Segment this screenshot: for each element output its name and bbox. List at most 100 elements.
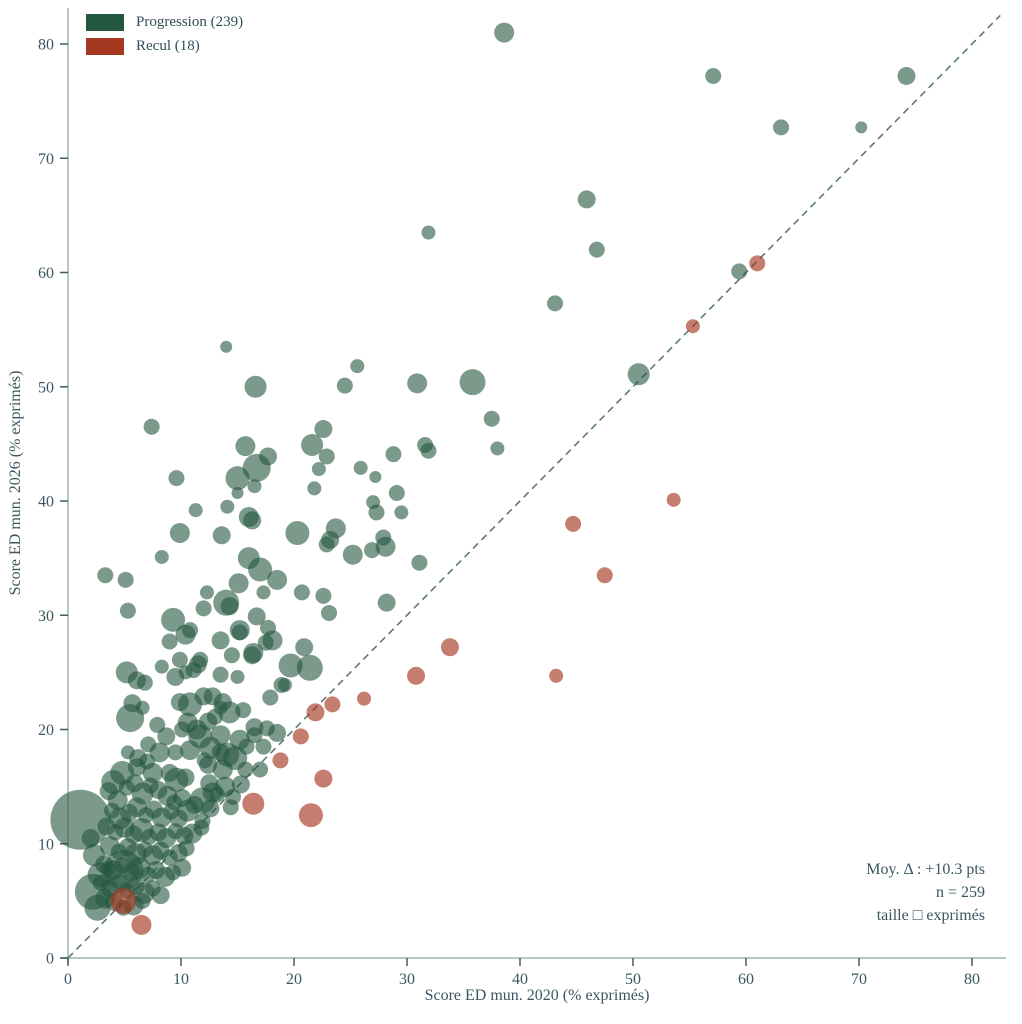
scatter-point — [311, 462, 326, 477]
y-tick-label: 0 — [46, 951, 54, 968]
scatter-point — [201, 799, 220, 818]
scatter-point — [228, 573, 249, 594]
scatter-point — [388, 485, 405, 502]
scatter-point — [188, 655, 207, 674]
scatter-point — [157, 727, 176, 746]
scatter-point — [666, 492, 681, 507]
scatter-point — [549, 668, 564, 683]
scatter-point — [357, 691, 372, 706]
scatter-point — [134, 892, 151, 909]
scatter-point — [243, 642, 264, 663]
scatter-point — [307, 481, 322, 496]
y-tick-label: 60 — [38, 265, 54, 282]
scatter-point — [127, 671, 146, 690]
scatter-point — [99, 860, 116, 877]
scatter-point — [231, 487, 244, 500]
scatter-point — [110, 887, 137, 914]
scatter-point — [490, 441, 505, 456]
scatter-point — [272, 752, 289, 769]
scatter-point — [213, 693, 232, 712]
scatter-point — [298, 803, 323, 828]
scatter-point — [243, 511, 262, 530]
scatter-point — [296, 654, 323, 681]
scatter-point — [483, 410, 500, 427]
x-tick-label: 50 — [625, 971, 641, 988]
scatter-point — [95, 888, 116, 909]
scatter-point — [256, 585, 271, 600]
scatter-point — [223, 647, 240, 664]
scatter-point — [242, 792, 265, 815]
scatter-point — [314, 420, 333, 439]
scatter-point — [237, 761, 254, 778]
x-tick-label: 10 — [173, 971, 189, 988]
y-tick-label: 70 — [38, 151, 54, 168]
y-axis-title: Score ED mun. 2026 (% exprimés) — [7, 371, 24, 596]
scatter-point — [685, 319, 700, 334]
scatter-point — [318, 448, 335, 465]
y-tick-label: 10 — [38, 836, 54, 853]
scatter-point — [897, 66, 916, 85]
scatter-point — [244, 375, 267, 398]
scatter-point — [143, 418, 160, 435]
scatter-point — [321, 604, 338, 621]
scatter-point — [235, 702, 252, 719]
x-tick-label: 20 — [286, 971, 302, 988]
scatter-point — [169, 522, 190, 543]
scatter-point — [168, 470, 185, 487]
scatter-point — [350, 359, 365, 374]
scatter-point — [166, 667, 185, 686]
scatter-point — [220, 597, 239, 616]
scatter-point — [247, 479, 262, 494]
scatter-point — [260, 619, 277, 636]
scatter-point — [178, 840, 195, 857]
scatter-point — [459, 369, 486, 396]
scatter-point — [411, 554, 428, 571]
recul-label: Recul (18) — [136, 38, 200, 54]
scatter-point — [119, 602, 136, 619]
scatter-point — [242, 453, 271, 482]
scatter-point — [421, 225, 436, 240]
annotation-size-note: taille □ exprimés — [876, 907, 985, 924]
scatter-point — [749, 255, 766, 272]
scatter-point — [295, 638, 314, 657]
scatter-point — [440, 638, 459, 657]
scatter-point — [180, 740, 201, 761]
scatter-point — [139, 753, 156, 770]
scatter-point — [731, 263, 748, 280]
x-tick-label: 0 — [64, 971, 72, 988]
scatter-point — [171, 651, 188, 668]
scatter-point — [161, 607, 186, 632]
scatter-point — [494, 22, 515, 43]
legend: Progression (239) Recul (18) — [86, 14, 243, 55]
recul-swatch — [86, 38, 124, 55]
scatter-point — [97, 567, 114, 584]
x-tick-label: 60 — [738, 971, 754, 988]
annotation-count: n = 259 — [935, 884, 985, 901]
scatter-point — [773, 119, 790, 136]
scatter-point — [186, 719, 207, 740]
annotation-mean-delta: Moy. Δ : +10.3 pts — [866, 861, 985, 878]
scatter-point — [212, 666, 229, 683]
scatter-point — [588, 241, 605, 258]
scatter-point — [215, 742, 240, 767]
scatter-point — [315, 587, 332, 604]
scatter-point — [565, 515, 582, 532]
scatter-point — [420, 442, 437, 459]
scatter-point — [154, 549, 169, 564]
x-tick-label: 80 — [964, 971, 980, 988]
scatter-point — [193, 819, 210, 836]
scatter-point — [267, 569, 288, 590]
x-tick-label: 70 — [851, 971, 867, 988]
legend-item-recul: Recul (18) — [86, 38, 243, 55]
scatter-point — [547, 295, 564, 312]
scatter-point — [211, 631, 230, 650]
scatter-point — [314, 769, 333, 788]
scatter-point — [174, 721, 191, 738]
scatter-point — [855, 121, 868, 134]
scatter-point — [407, 666, 426, 685]
scatter-point — [212, 526, 231, 545]
scatter-point — [385, 446, 402, 463]
y-tick-label: 40 — [38, 494, 54, 511]
